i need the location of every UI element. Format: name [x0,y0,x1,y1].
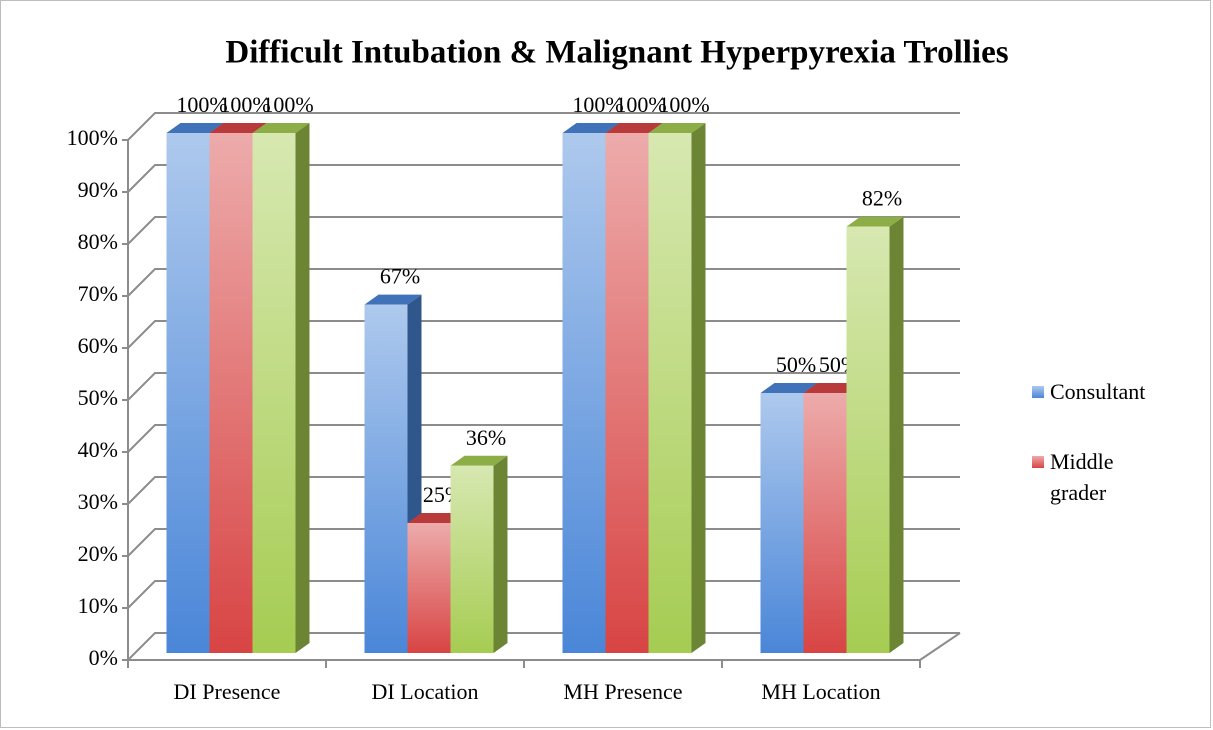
data-label: 100% [658,92,709,117]
bar [166,133,210,653]
y-tick-label: 0% [89,645,118,670]
data-label: 100% [176,92,227,117]
legend-item: Consultant [1050,379,1146,404]
bar-top [760,383,818,393]
grid-line [127,112,960,141]
bar-top [407,513,465,523]
bar-top [166,123,224,133]
legend-item: Middle grader [1050,449,1114,505]
bar-top [364,294,422,305]
legend-label: Middle grader [1050,449,1114,505]
data-label: 67% [380,264,420,289]
bar [648,133,692,653]
bar [760,393,804,653]
data-label: 100% [219,92,270,117]
data-label: 36% [466,425,506,450]
bar [803,393,847,653]
bar [605,133,649,653]
bar [562,133,606,653]
bar [364,304,408,653]
bar-top [562,123,620,133]
bar-top [803,383,861,393]
data-label: 50% [776,352,816,377]
bar-top [252,123,310,133]
legend-label: Consultant [1050,379,1146,404]
bar-top [605,123,663,133]
floor-edge [919,632,961,661]
x-tick-label: MH Presence [563,679,682,704]
bar-side [295,123,310,653]
bar [252,133,296,653]
bar-top [846,216,904,227]
bar [846,226,890,653]
y-tick-label: 60% [78,333,118,358]
bar-side [691,123,706,653]
data-label: 100% [572,92,623,117]
legend-swatch [1032,456,1044,468]
chart-title: Difficult Intubation & Malignant Hyperpy… [225,35,1008,71]
y-tick-label: 80% [78,229,118,254]
y-tick-label: 90% [78,177,118,202]
data-label: 82% [862,186,902,211]
x-tick-label: DI Location [372,679,479,704]
bar-top [648,123,706,133]
bar-side [889,216,904,653]
y-tick-label: 30% [78,489,118,514]
bar [209,133,253,653]
bar-top [450,455,508,466]
y-tick-label: 40% [78,437,118,462]
bar-top [209,123,267,133]
data-label: 100% [262,92,313,117]
bar-side [493,455,508,653]
bar [407,523,451,653]
y-tick-label: 50% [78,385,118,410]
bar [450,465,494,653]
x-tick-label: DI Presence [174,679,281,704]
y-tick-label: 70% [78,281,118,306]
data-label: 100% [615,92,666,117]
y-tick-label: 10% [78,593,118,618]
x-tick-label: MH Location [761,679,880,704]
legend-swatch [1032,386,1044,398]
y-tick-label: 100% [67,125,118,150]
y-tick-label: 20% [78,541,118,566]
